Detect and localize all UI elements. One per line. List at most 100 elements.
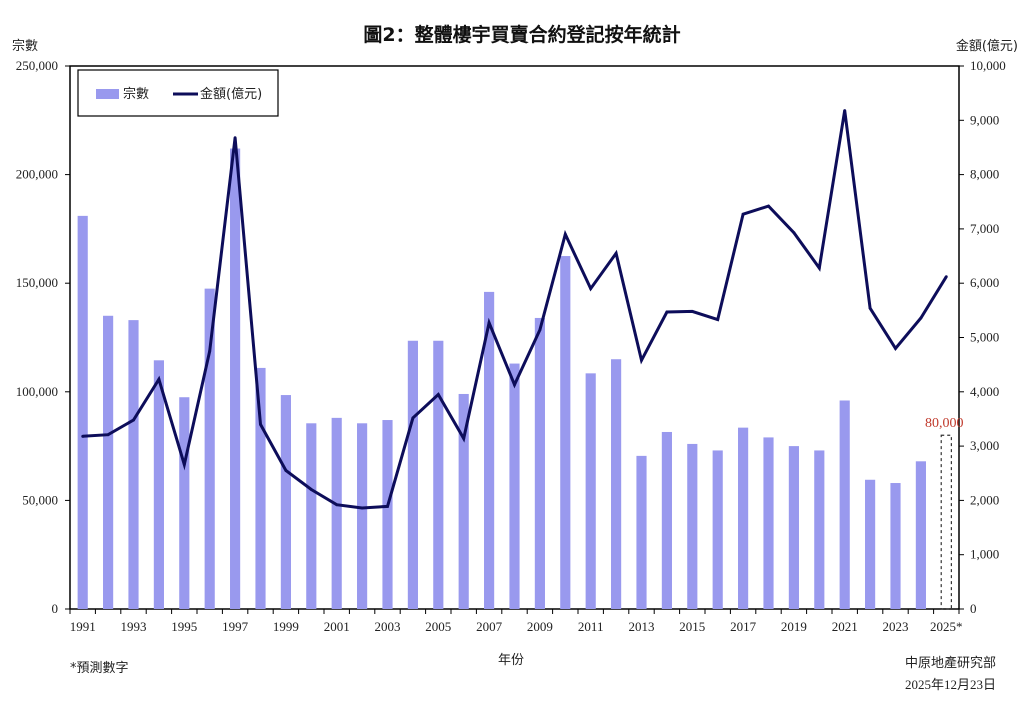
x-tick-label: 2025* — [930, 619, 963, 634]
bar-series — [77, 148, 926, 610]
x-tick-label: 2009 — [527, 619, 553, 634]
line-point — [462, 437, 466, 440]
line-point — [335, 503, 339, 507]
legend-bar-swatch — [96, 89, 119, 99]
x-tick-label: 2023 — [883, 619, 909, 634]
bar — [103, 315, 114, 609]
left-tick-label: 100,000 — [16, 384, 58, 399]
line-point — [106, 433, 110, 437]
x-axis-title: 年份 — [498, 653, 524, 668]
line-point — [792, 231, 796, 235]
line-point — [132, 418, 135, 422]
x-axis: 1991 1993 1995 1997 1999 2001 2003 2005 2007 2009… — [69, 609, 963, 634]
bar — [509, 363, 520, 609]
right-axis: 0 1,000 2,000 3,000 4,000 5,000 6,000 7,000 8,00… — [959, 58, 1006, 616]
chart-title: 圖2：整體樓宇買賣合約登記按年統計 — [363, 23, 680, 46]
bar — [738, 427, 749, 609]
forecast-group: 80,000 — [925, 416, 964, 610]
line-point — [157, 377, 161, 381]
right-tick-label: 7,000 — [970, 221, 999, 236]
bar — [433, 340, 444, 609]
line-point — [614, 251, 618, 255]
left-tick-label: 50,000 — [22, 492, 58, 507]
line-point — [436, 393, 440, 396]
line-point — [538, 328, 542, 332]
left-tick-label: 200,000 — [16, 167, 58, 182]
forecast-value-label: 80,000 — [925, 416, 964, 431]
x-tick-label: 2005 — [425, 619, 451, 634]
bar — [865, 479, 876, 609]
right-tick-label: 9,000 — [970, 112, 999, 127]
forecast-bar — [940, 434, 952, 610]
line-point — [309, 488, 313, 491]
line-point — [741, 212, 745, 216]
x-tick-label: 1995 — [171, 619, 197, 634]
line-point — [411, 416, 415, 420]
left-axis: 0 50,000 100,000 150,000 200,000 250,000 — [16, 58, 70, 616]
line-point — [640, 358, 643, 362]
line-point — [208, 349, 212, 353]
bar — [712, 450, 723, 609]
line-point — [716, 318, 720, 321]
bar — [77, 215, 88, 610]
bar — [179, 397, 190, 609]
line-point — [868, 306, 872, 310]
bar — [407, 340, 418, 609]
x-tick-label: 2003 — [375, 619, 401, 634]
bar — [636, 455, 647, 609]
line-point — [843, 109, 847, 112]
bar — [890, 483, 901, 609]
bar — [331, 417, 342, 609]
bar — [788, 446, 799, 609]
line-series — [81, 109, 948, 510]
line-point — [563, 232, 567, 236]
left-tick-label: 150,000 — [16, 275, 58, 290]
bar — [661, 431, 672, 609]
line-point — [690, 310, 694, 313]
line-point — [81, 434, 85, 438]
legend-bar-label: 宗數 — [123, 86, 149, 102]
bar — [204, 288, 215, 609]
line-point — [259, 422, 262, 426]
right-tick-label: 0 — [970, 601, 977, 616]
legend: 宗數 金額(億元) — [77, 69, 279, 117]
left-tick-label: 0 — [52, 601, 59, 616]
line-point — [767, 204, 770, 208]
line-point — [944, 275, 948, 279]
line-point — [894, 346, 897, 350]
right-tick-label: 3,000 — [970, 438, 999, 453]
bar — [357, 423, 368, 609]
line-point — [233, 136, 237, 140]
x-tick-label: 1991 — [70, 619, 96, 634]
x-tick-label: 2001 — [324, 619, 350, 634]
line-point — [487, 321, 491, 325]
x-tick-label: 1993 — [121, 619, 147, 634]
bar — [915, 461, 926, 609]
bar — [128, 320, 139, 609]
bar — [534, 317, 545, 609]
bar — [255, 367, 266, 609]
bar — [153, 360, 164, 609]
bar — [306, 423, 317, 609]
right-tick-label: 8,000 — [970, 167, 999, 182]
x-tick-label: 2011 — [578, 619, 604, 634]
bar — [382, 420, 393, 609]
right-tick-label: 5,000 — [970, 330, 999, 345]
bar — [230, 148, 241, 609]
line-point — [182, 463, 186, 466]
right-tick-label: 1,000 — [970, 547, 999, 562]
right-tick-label: 4,000 — [970, 384, 999, 399]
footnote: *預測數字 — [70, 661, 129, 676]
right-tick-label: 10,000 — [970, 58, 1006, 73]
x-tick-label: 2017 — [730, 619, 757, 634]
bar — [611, 359, 622, 609]
right-tick-label: 2,000 — [970, 492, 999, 507]
x-tick-label: 2019 — [781, 619, 807, 634]
line-point — [665, 310, 669, 314]
x-tick-label: 2021 — [832, 619, 858, 634]
bar — [458, 393, 469, 609]
x-tick-label: 2015 — [679, 619, 705, 634]
x-tick-label: 2013 — [629, 619, 655, 634]
x-tick-label: 1997 — [222, 619, 249, 634]
